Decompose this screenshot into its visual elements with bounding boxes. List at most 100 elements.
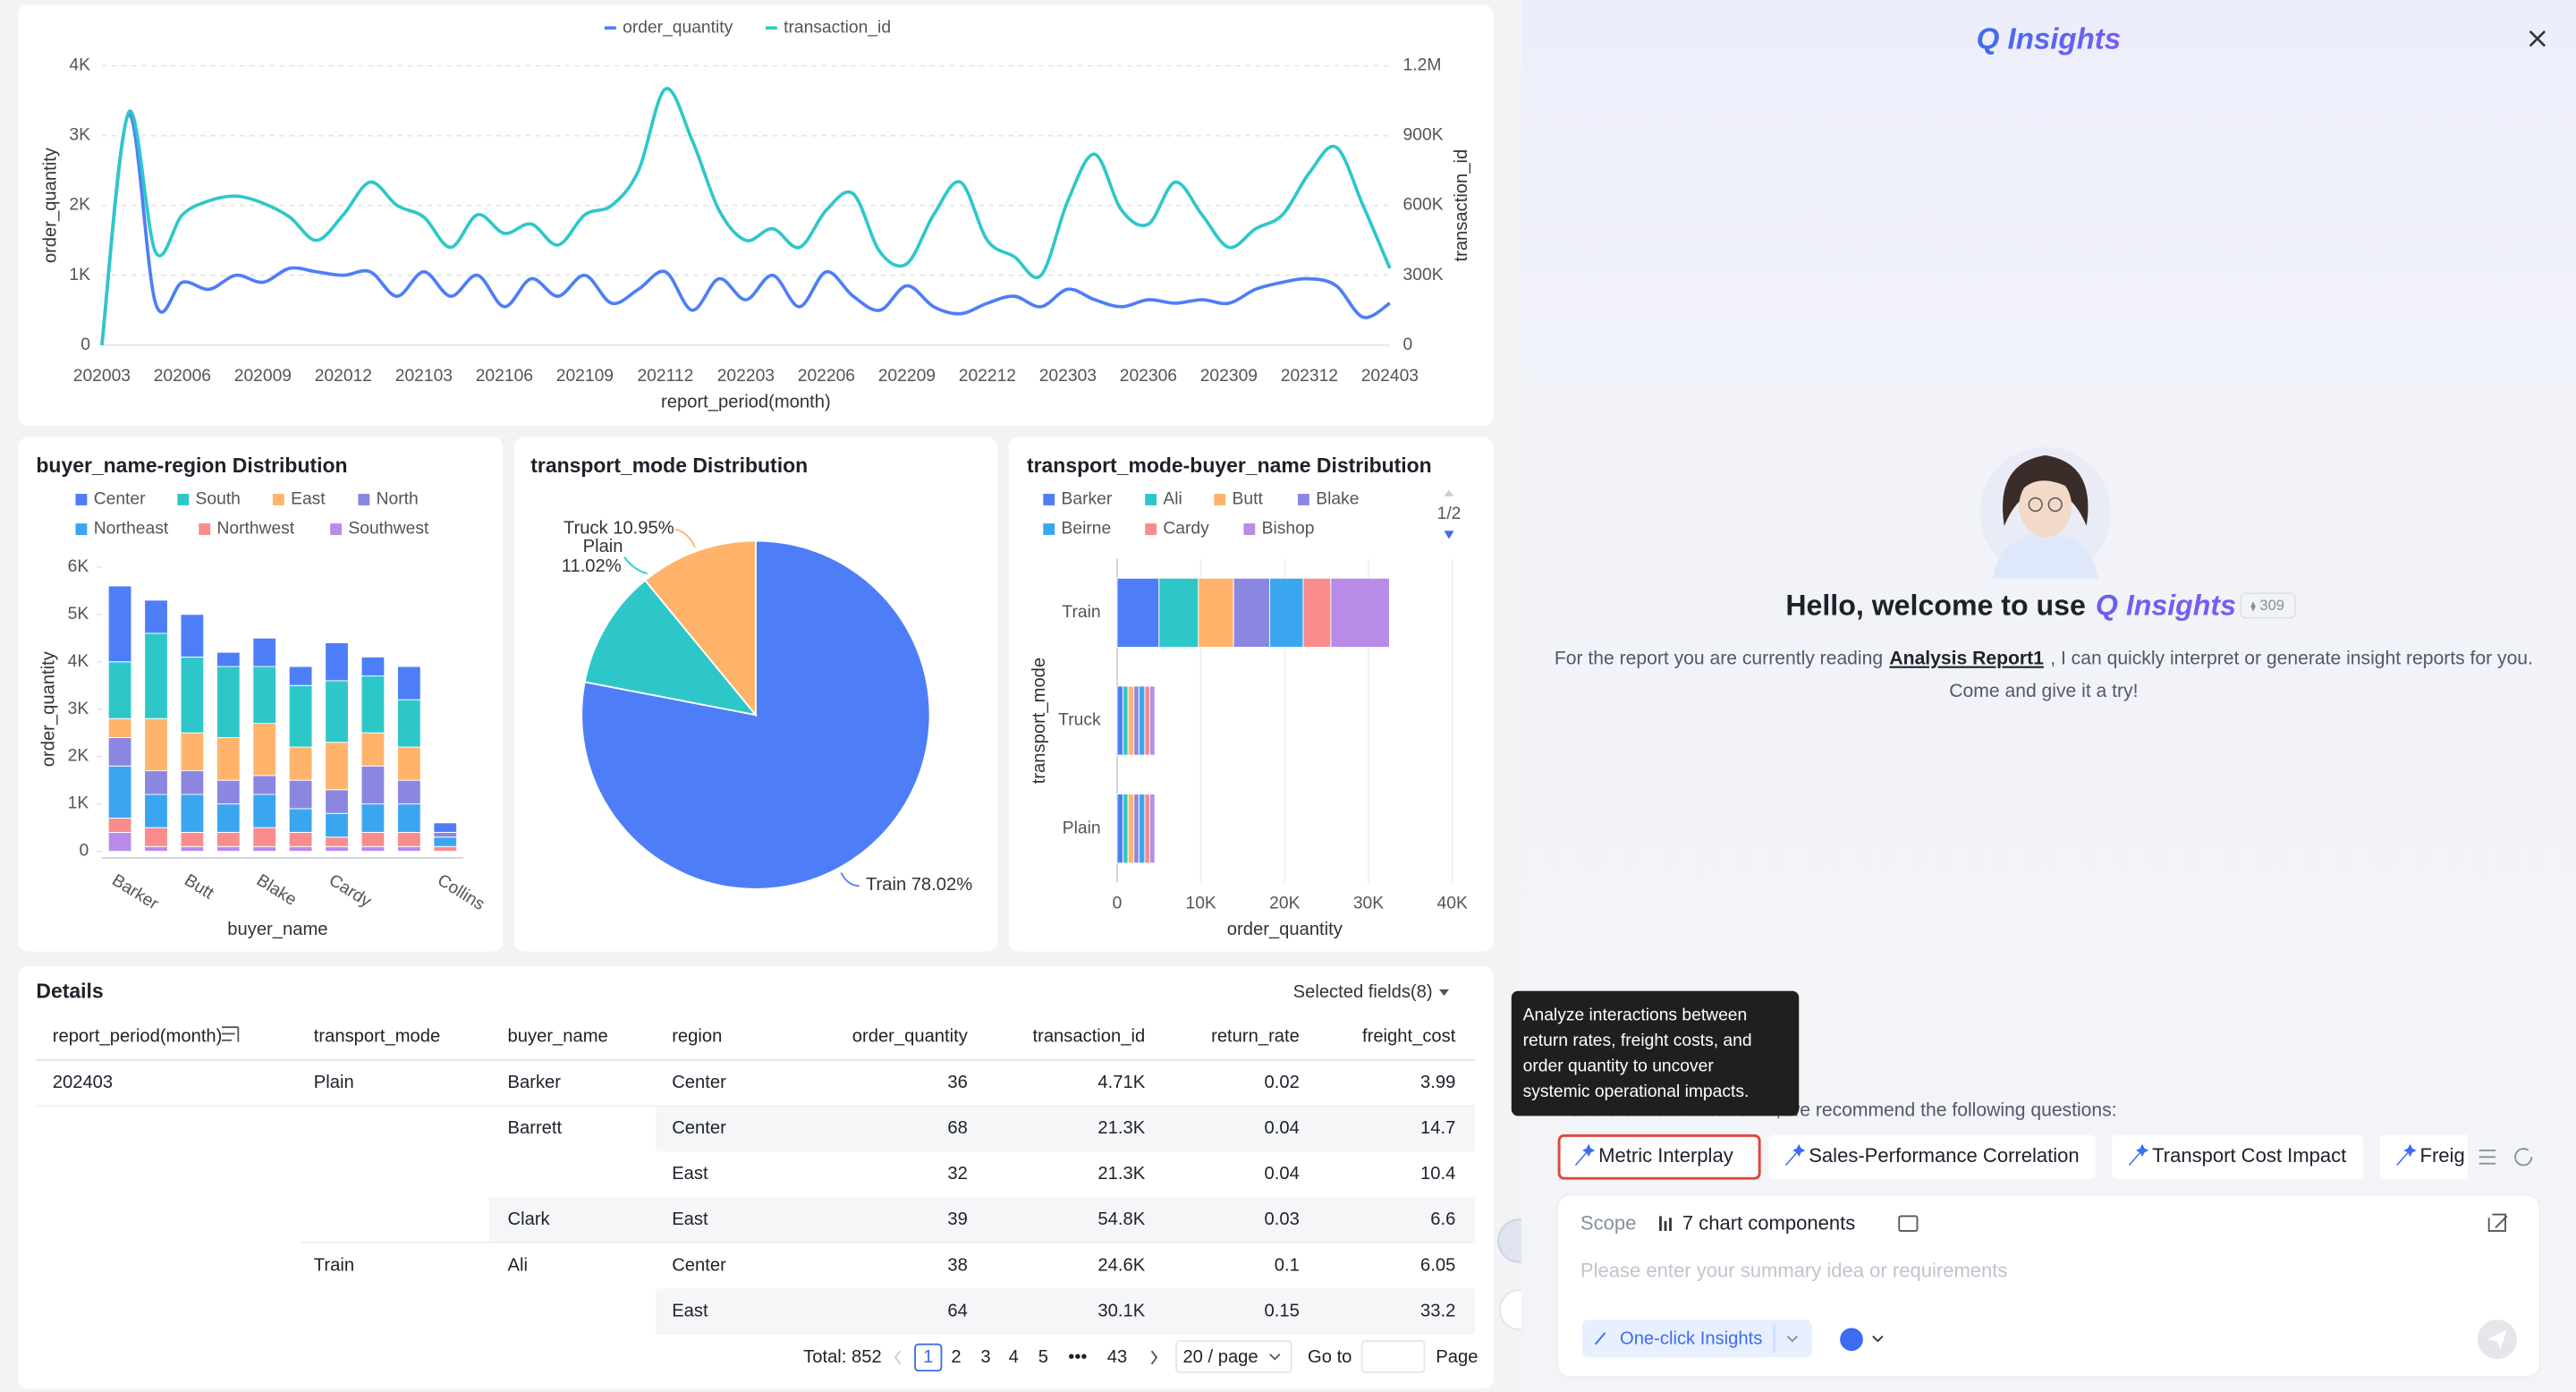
bar-segment	[252, 794, 277, 828]
action-label[interactable]: One-click Insights	[1620, 1329, 1762, 1349]
table-icon[interactable]	[1898, 1215, 1919, 1232]
bar-segment	[1158, 577, 1199, 648]
field-selector[interactable]: Selected fields(8)	[1293, 982, 1433, 1002]
bar-segment	[288, 831, 313, 847]
y-tick-label: 4K	[68, 652, 89, 671]
close-button[interactable]	[2529, 30, 2546, 47]
report-link[interactable]: Analysis Report1	[1889, 648, 2044, 668]
bar-segment	[180, 845, 205, 853]
question-chip-group[interactable]: Metric Interplay	[1557, 1133, 1761, 1180]
model-icon[interactable]	[1840, 1328, 1863, 1352]
table-title: Details	[36, 980, 103, 1003]
action-caret[interactable]	[1786, 1335, 1799, 1343]
panel	[1008, 437, 1494, 952]
table-cell: 14.7	[1420, 1118, 1455, 1138]
column-header: order_quantity	[852, 1027, 969, 1047]
sparkle-icon	[1784, 1143, 1806, 1166]
bar-segment	[360, 845, 386, 853]
bar-segment	[288, 808, 313, 833]
legend-label: Cardy	[1163, 520, 1209, 539]
bar-segment	[397, 666, 421, 700]
page-number[interactable]: 43	[1107, 1347, 1127, 1367]
tooltip	[1511, 990, 1800, 1116]
page-number[interactable]: 5	[1038, 1347, 1048, 1367]
row-stripe	[655, 1288, 1476, 1335]
question-text[interactable]: Metric Interplay	[1598, 1144, 1733, 1167]
sparkle-icon	[2396, 1143, 2417, 1166]
bar-segment	[360, 732, 386, 767]
page-number[interactable]: 1	[923, 1347, 933, 1367]
x-tick-label: 202106	[476, 367, 533, 386]
panel	[18, 4, 1494, 426]
next-page[interactable]	[1150, 1350, 1158, 1365]
more-icon[interactable]	[2479, 1148, 2533, 1167]
bar-segment	[180, 732, 205, 772]
sparkle-icon	[1594, 1332, 1606, 1345]
question-text[interactable]: Freig	[2420, 1144, 2465, 1167]
y-tick-label: 4K	[69, 56, 90, 75]
legend-symbol	[1145, 494, 1157, 505]
table-cell: 21.3K	[1097, 1164, 1145, 1184]
edit-icon[interactable]	[2487, 1213, 2508, 1232]
bar-segment	[1116, 577, 1160, 648]
y-tick-label: 1K	[69, 266, 90, 284]
bar-segment	[180, 614, 205, 658]
legend-symbol	[1043, 523, 1055, 535]
prev-page[interactable]	[894, 1350, 902, 1365]
legend-label: Bishop	[1262, 520, 1315, 539]
bar-segment	[107, 717, 132, 738]
bar-segment	[216, 651, 241, 667]
question-chip[interactable]	[1557, 1133, 1761, 1180]
intro: For the report you are currently reading…	[1555, 648, 2533, 668]
table-cell: Center	[672, 1118, 726, 1138]
sort-icon[interactable]	[221, 1026, 240, 1042]
intro-line-2: Come and give it a try!	[1949, 681, 2138, 701]
page-number[interactable]: •••	[1068, 1347, 1087, 1367]
question-text[interactable]: Sales-Performance Correlation	[1809, 1144, 2079, 1167]
question-chip[interactable]	[2112, 1134, 2364, 1180]
question-chip-group[interactable]: Sales-Performance Correlation	[1768, 1134, 2096, 1180]
x-tick-label: 40K	[1437, 894, 1468, 912]
table-cell: 0.04	[1265, 1118, 1300, 1138]
total-count: Total: 852	[803, 1347, 882, 1367]
bar-segment	[144, 827, 168, 847]
bar-segment	[325, 680, 349, 743]
page-size-select[interactable]	[1175, 1340, 1292, 1373]
legend-symbol	[1043, 494, 1055, 505]
row-stripe	[655, 1106, 1476, 1152]
bar-segment	[433, 836, 458, 847]
question-chip-group[interactable]: Transport Cost Impact	[2112, 1134, 2364, 1180]
bar-segment	[1198, 577, 1234, 648]
page-number[interactable]: 4	[1009, 1347, 1019, 1367]
question-chip[interactable]	[1768, 1134, 2096, 1180]
column-header: transport_mode	[314, 1027, 440, 1047]
pie-value-label: 10.95%	[613, 519, 674, 539]
legend-pager-down[interactable]	[1444, 530, 1454, 539]
bar-segment	[288, 684, 313, 748]
legend-label: East	[291, 490, 326, 509]
table-cell: 0.04	[1265, 1164, 1300, 1184]
legend-label: Blake	[1316, 490, 1359, 509]
page-number[interactable]: 3	[980, 1347, 990, 1367]
table-cell: 0.03	[1265, 1210, 1300, 1229]
legend-symbol	[75, 523, 88, 535]
table-cell: 39	[947, 1210, 967, 1229]
pie-label: Plain	[583, 537, 623, 556]
legend-label: order_quantity	[623, 18, 733, 37]
bar-segment	[325, 812, 349, 838]
bar-segment	[397, 845, 421, 853]
bar-segment	[433, 822, 458, 833]
leader-line	[674, 528, 696, 548]
bar-segment	[397, 831, 421, 847]
page-number[interactable]: 2	[951, 1347, 961, 1367]
goto-input[interactable]	[1360, 1340, 1426, 1373]
legend-pager-up[interactable]	[1444, 489, 1454, 497]
question-text[interactable]: Transport Cost Impact	[2152, 1144, 2346, 1167]
action-button[interactable]	[1581, 1320, 1812, 1358]
scope-value[interactable]: 7 chart components	[1682, 1211, 1855, 1234]
bar-segment	[1127, 685, 1135, 756]
question-chip-group[interactable]: Freig	[2379, 1134, 2512, 1180]
legend-label: North	[377, 490, 419, 509]
question-chip[interactable]	[2379, 1134, 2512, 1180]
